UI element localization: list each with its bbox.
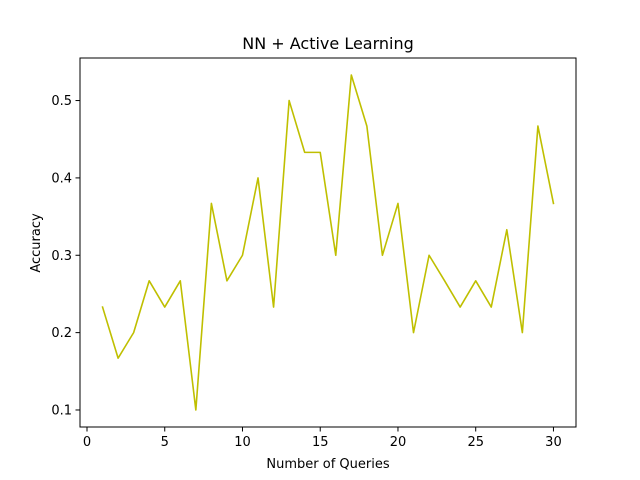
x-tick-label: 0 [83, 435, 91, 450]
x-axis-label: Number of Queries [266, 457, 389, 472]
y-tick-label: 0.2 [51, 326, 72, 341]
x-tick-label: 10 [234, 435, 251, 450]
chart-title: NN + Active Learning [242, 34, 414, 53]
series-line-0 [101, 74, 555, 411]
x-tick-label: 5 [161, 435, 169, 450]
y-tick-label: 0.5 [51, 94, 72, 109]
x-tick-label: 25 [467, 435, 484, 450]
x-tick-label: 15 [312, 435, 329, 450]
plot-area: 0 5 10 15 20 25 30 0.1 0.2 0.3 0.4 0.5 [51, 57, 577, 450]
y-tick-label: 0.3 [51, 249, 72, 264]
axes-frame [79, 57, 577, 428]
x-tick-label: 30 [545, 435, 562, 450]
x-tick-label: 20 [390, 435, 407, 450]
y-tick-label: 0.4 [51, 171, 72, 186]
y-axis-label: Accuracy [29, 213, 44, 273]
y-tick-label: 0.1 [51, 403, 72, 418]
